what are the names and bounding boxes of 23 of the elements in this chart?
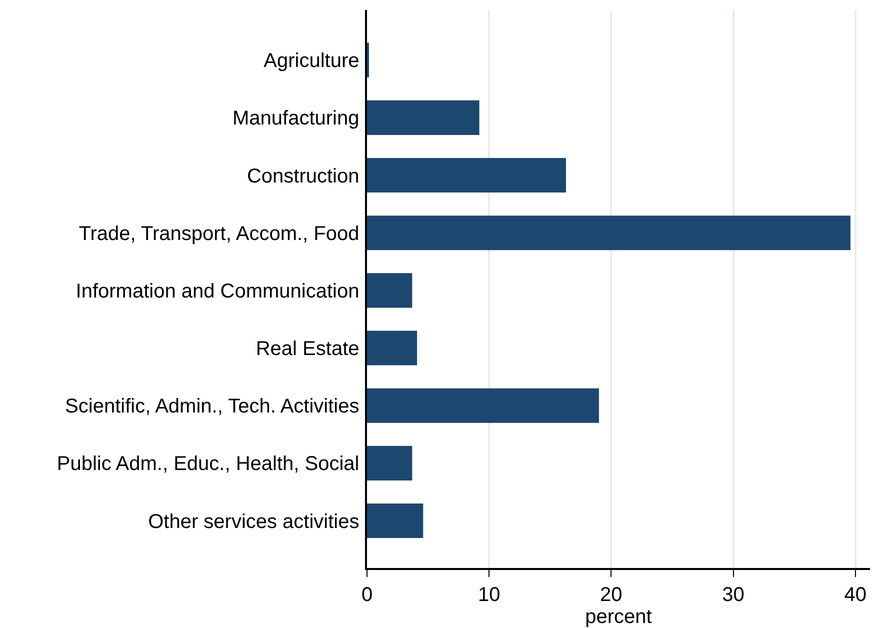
x-tick-label: 30: [722, 584, 744, 606]
y-tick-label: Manufacturing: [232, 108, 360, 130]
bar: [367, 388, 599, 423]
bar: [367, 158, 566, 193]
y-tick-label: Agriculture: [264, 50, 360, 72]
y-tick-label: Public Adm., Educ., Health, Social: [56, 453, 360, 476]
bar: [367, 504, 424, 538]
y-tick-label: Information and Communication: [76, 280, 360, 302]
x-tick-label: 10: [478, 584, 500, 606]
y-tick-label: Scientific, Admin., Tech. Activities: [65, 396, 360, 418]
y-tick-label: Real Estate: [256, 338, 360, 360]
bar: [367, 216, 850, 250]
bar: [367, 446, 412, 480]
bar: [367, 100, 480, 135]
y-tick-label: Trade, Transport, Accom., Food: [78, 222, 360, 245]
x-axis-title: percent: [585, 606, 652, 628]
x-tick-label: 40: [844, 584, 866, 606]
y-tick-label: Other services activities: [148, 510, 360, 533]
y-tick-label: Construction: [246, 165, 360, 188]
bar: [367, 330, 418, 366]
bar: [367, 273, 412, 308]
x-tick-label: 0: [361, 584, 373, 606]
x-tick-label: 20: [600, 584, 622, 606]
